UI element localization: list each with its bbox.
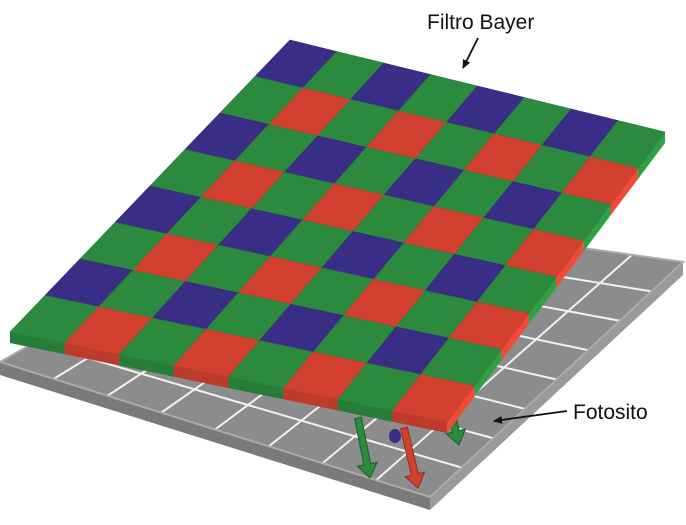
filter-front-edge: [173, 365, 229, 388]
label-pointers: [462, 37, 568, 424]
filter-front-edge: [392, 410, 447, 433]
blue-light-arrow: [389, 429, 401, 443]
bayer-filter-label: Filtro Bayer: [427, 11, 535, 34]
filter-side-edge: [583, 204, 611, 252]
filter-side-edge: [528, 277, 556, 325]
filter-front-edge: [10, 332, 65, 355]
photosite-label: Fotosito: [573, 401, 648, 424]
filter-cell-red: [391, 374, 475, 423]
filter-side-edge: [556, 240, 584, 288]
filter-side-edge: [637, 132, 665, 180]
filter-front-edge: [64, 343, 120, 366]
green-light-arrow: [354, 416, 378, 479]
filter-front-edge: [337, 399, 393, 422]
bayer-filter-pointer: [462, 37, 479, 69]
filter-side-edge: [447, 385, 475, 433]
filter-front-edge: [283, 388, 338, 411]
red-light-arrow: [399, 426, 426, 489]
photosite-grid-line: [34, 341, 462, 469]
filter-front-edge: [119, 354, 174, 377]
filter-side-edge: [474, 349, 502, 397]
bayer-filter: [9, 39, 666, 433]
photosite-front-face: [0, 362, 430, 510]
filter-front-edge: [228, 377, 284, 400]
photosite-pointer: [493, 410, 568, 424]
filter-side-edge: [501, 313, 529, 361]
filter-side-edge: [610, 168, 638, 216]
photosite-side-face: [430, 262, 683, 510]
